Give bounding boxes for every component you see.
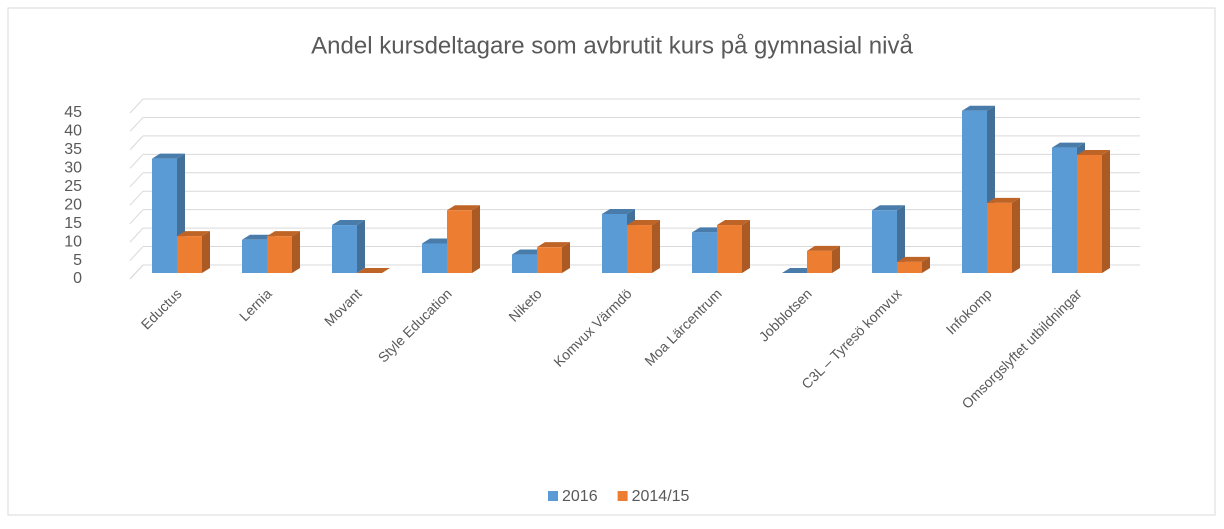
bar-top	[1052, 142, 1085, 148]
grid-wall	[129, 227, 144, 243]
bar	[897, 256, 930, 273]
grid-wall	[129, 264, 144, 280]
bar-front	[897, 261, 922, 273]
bar-top	[602, 208, 635, 214]
bar	[267, 231, 300, 273]
bar-top	[177, 231, 210, 237]
bar-front	[717, 225, 742, 273]
bar	[537, 242, 570, 273]
bar	[177, 231, 210, 273]
bar-top	[987, 197, 1020, 203]
bar-top	[267, 231, 300, 237]
grid-wall	[129, 153, 144, 169]
bar-top	[807, 245, 840, 251]
bar-side	[357, 220, 365, 273]
bar-side	[897, 205, 905, 273]
bar	[807, 245, 840, 273]
bar	[332, 220, 365, 273]
bar-front	[807, 250, 832, 273]
bar-top	[357, 268, 390, 273]
bar-side	[742, 220, 750, 273]
bar-front	[422, 243, 447, 273]
grid-wall	[129, 98, 144, 114]
grid-wall	[129, 190, 144, 206]
bar-top	[962, 105, 995, 111]
y-tick-label: 25	[64, 178, 82, 195]
y-tick-label: 40	[64, 123, 82, 140]
bar-front	[872, 210, 897, 273]
bar-front	[1052, 147, 1077, 273]
legend-label: 2016	[562, 488, 598, 505]
y-tick-label: 10	[64, 233, 82, 250]
bar-top	[692, 227, 725, 233]
bar-front	[242, 239, 267, 273]
grid-wall	[129, 246, 144, 261]
legend-swatch	[548, 491, 558, 501]
bar-front	[692, 232, 717, 273]
bar-side	[202, 231, 210, 273]
bar-front	[537, 247, 562, 273]
grid-wall	[129, 117, 144, 132]
y-tick-label: 15	[64, 215, 82, 232]
bar-side	[652, 220, 660, 273]
bar-side	[562, 242, 570, 273]
bar-front	[332, 225, 357, 273]
bar	[627, 220, 660, 273]
y-tick-label: 5	[73, 252, 82, 269]
bar-front	[447, 210, 472, 273]
bar-top	[242, 234, 275, 240]
bar-top	[627, 220, 660, 226]
legend-swatch	[617, 491, 628, 501]
bar-front	[602, 213, 627, 273]
bar	[447, 205, 480, 273]
bar-top	[782, 268, 815, 273]
bar	[357, 268, 390, 273]
bar	[1077, 149, 1110, 273]
bar-top	[872, 205, 905, 211]
bar	[717, 220, 750, 273]
bar-top	[332, 220, 365, 226]
bar-front	[627, 225, 652, 273]
legend-label: 2014/15	[632, 488, 690, 505]
bar-front	[1077, 154, 1102, 273]
bar-side	[832, 245, 840, 273]
bar-top	[422, 238, 455, 244]
bar	[987, 197, 1020, 273]
bar-front	[962, 110, 987, 273]
bar-top	[152, 153, 185, 159]
bar	[782, 268, 815, 273]
bar-top	[717, 220, 750, 226]
bar-front	[152, 158, 177, 273]
y-tick-label: 30	[64, 160, 82, 177]
bar-side	[1102, 149, 1110, 273]
bar-top	[537, 242, 570, 248]
bar-front	[987, 202, 1012, 273]
y-tick-label: 0	[73, 270, 82, 287]
bar-top	[1077, 149, 1110, 155]
chart-title: Andel kursdeltagare som avbrutit kurs på…	[311, 32, 913, 59]
bar-top	[512, 249, 545, 255]
bar-side	[472, 205, 480, 273]
grid-wall	[129, 135, 144, 151]
bar	[872, 205, 905, 273]
bar-top	[447, 205, 480, 211]
bar-side	[1012, 197, 1020, 273]
y-tick-label: 20	[64, 196, 82, 213]
bar-top	[897, 256, 930, 262]
bar-side	[292, 231, 300, 273]
bar-side	[922, 256, 930, 273]
bar-front	[512, 254, 537, 273]
bar-front	[177, 236, 202, 273]
grid-wall	[129, 209, 144, 225]
bar-front	[267, 236, 292, 273]
y-tick-label: 35	[64, 141, 82, 158]
grid-wall	[129, 172, 144, 188]
y-tick-label: 45	[64, 104, 82, 121]
